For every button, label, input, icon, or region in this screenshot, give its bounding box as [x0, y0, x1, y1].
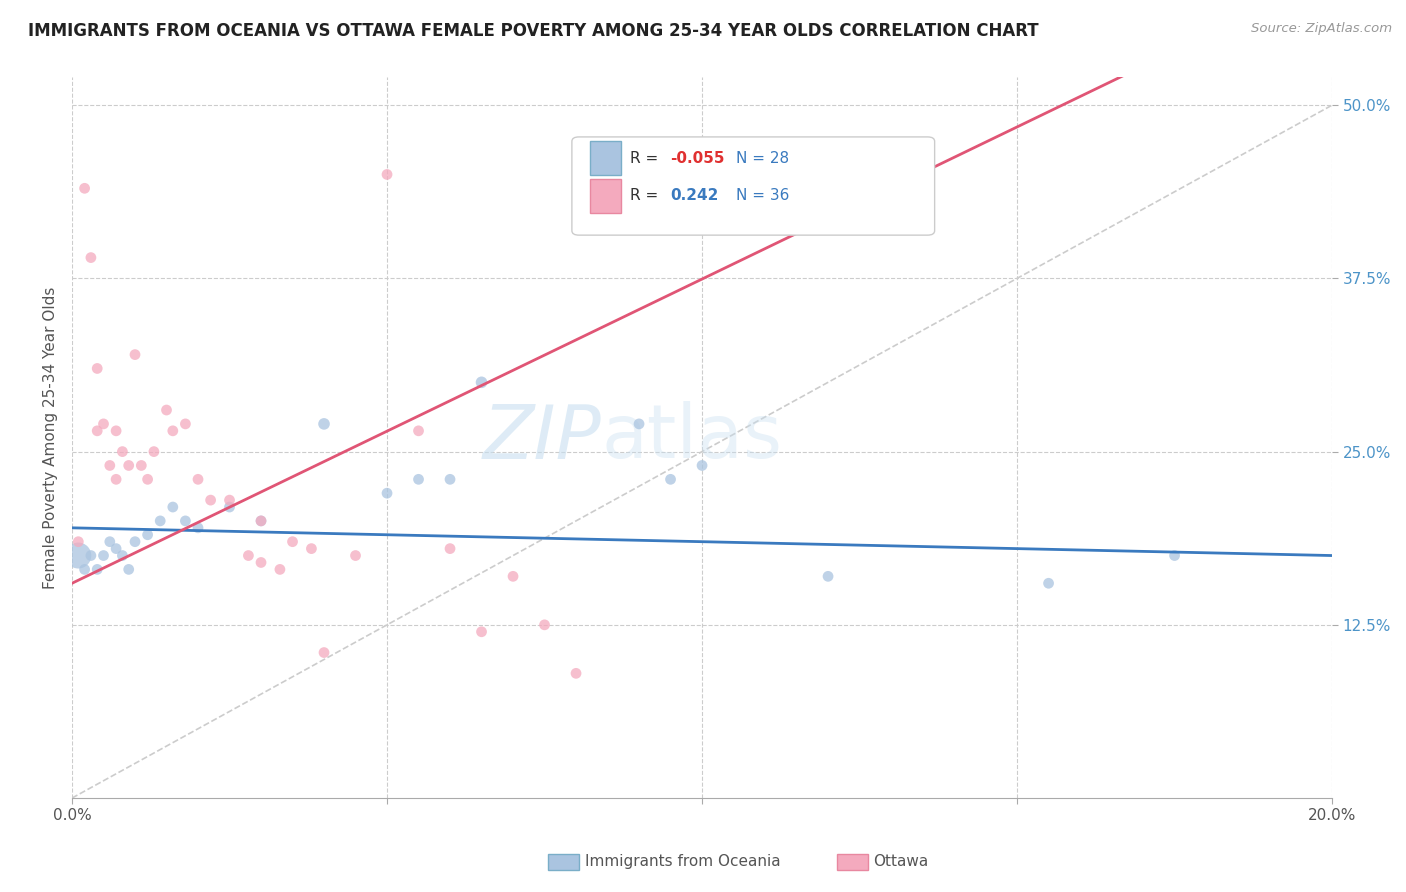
Point	[250, 514, 273, 528]
Point	[118, 562, 141, 576]
Point	[1163, 549, 1185, 563]
Text: Source: ZipAtlas.com: Source: ZipAtlas.com	[1251, 22, 1392, 36]
Point	[470, 376, 492, 390]
Point	[628, 417, 651, 431]
Point	[124, 534, 146, 549]
Point	[174, 417, 197, 431]
Point	[187, 521, 209, 535]
Point	[218, 493, 240, 508]
Text: R =: R =	[630, 188, 662, 203]
Point	[105, 541, 128, 556]
Point	[86, 424, 108, 438]
Point	[439, 472, 461, 486]
Point	[269, 562, 291, 576]
Point	[73, 562, 96, 576]
Point	[80, 251, 103, 265]
Text: Immigrants from Oceania: Immigrants from Oceania	[585, 855, 780, 869]
Y-axis label: Female Poverty Among 25-34 Year Olds: Female Poverty Among 25-34 Year Olds	[44, 286, 58, 589]
Text: R =: R =	[630, 151, 662, 166]
Point	[408, 424, 430, 438]
Point	[142, 444, 165, 458]
Point	[817, 569, 839, 583]
Point	[408, 472, 430, 486]
Point	[136, 528, 159, 542]
Point	[162, 500, 184, 514]
Point	[344, 549, 367, 563]
Text: 0.242: 0.242	[671, 188, 718, 203]
Text: IMMIGRANTS FROM OCEANIA VS OTTAWA FEMALE POVERTY AMONG 25-34 YEAR OLDS CORRELATI: IMMIGRANTS FROM OCEANIA VS OTTAWA FEMALE…	[28, 22, 1039, 40]
Point	[98, 534, 121, 549]
Point	[312, 646, 335, 660]
Point	[375, 486, 398, 500]
Point	[162, 424, 184, 438]
Text: N = 28: N = 28	[737, 151, 790, 166]
Point	[218, 500, 240, 514]
Point	[124, 348, 146, 362]
Text: N = 36: N = 36	[737, 188, 790, 203]
Point	[187, 472, 209, 486]
Point	[250, 556, 273, 570]
Point	[238, 549, 260, 563]
Point	[299, 541, 322, 556]
Point	[155, 403, 177, 417]
Point	[174, 514, 197, 528]
Point	[375, 168, 398, 182]
Point	[111, 444, 134, 458]
Point	[67, 534, 90, 549]
Point	[118, 458, 141, 473]
Point	[250, 514, 273, 528]
Point	[131, 458, 153, 473]
Point	[111, 549, 134, 563]
Point	[312, 417, 335, 431]
Point	[93, 549, 115, 563]
Point	[86, 562, 108, 576]
Point	[105, 472, 128, 486]
Text: atlas: atlas	[602, 401, 782, 475]
Point	[502, 569, 524, 583]
Point	[86, 361, 108, 376]
Point	[281, 534, 304, 549]
Point	[80, 549, 103, 563]
Point	[105, 424, 128, 438]
Point	[73, 181, 96, 195]
Point	[690, 458, 713, 473]
Text: ZIP: ZIP	[482, 401, 602, 474]
Point	[149, 514, 172, 528]
Point	[533, 617, 555, 632]
Point	[67, 549, 90, 563]
Point	[200, 493, 222, 508]
Point	[439, 541, 461, 556]
Point	[659, 472, 682, 486]
Point	[93, 417, 115, 431]
Point	[1038, 576, 1060, 591]
Text: Ottawa: Ottawa	[873, 855, 928, 869]
Point	[565, 666, 588, 681]
Point	[98, 458, 121, 473]
Point	[470, 624, 492, 639]
Text: -0.055: -0.055	[671, 151, 725, 166]
Point	[136, 472, 159, 486]
